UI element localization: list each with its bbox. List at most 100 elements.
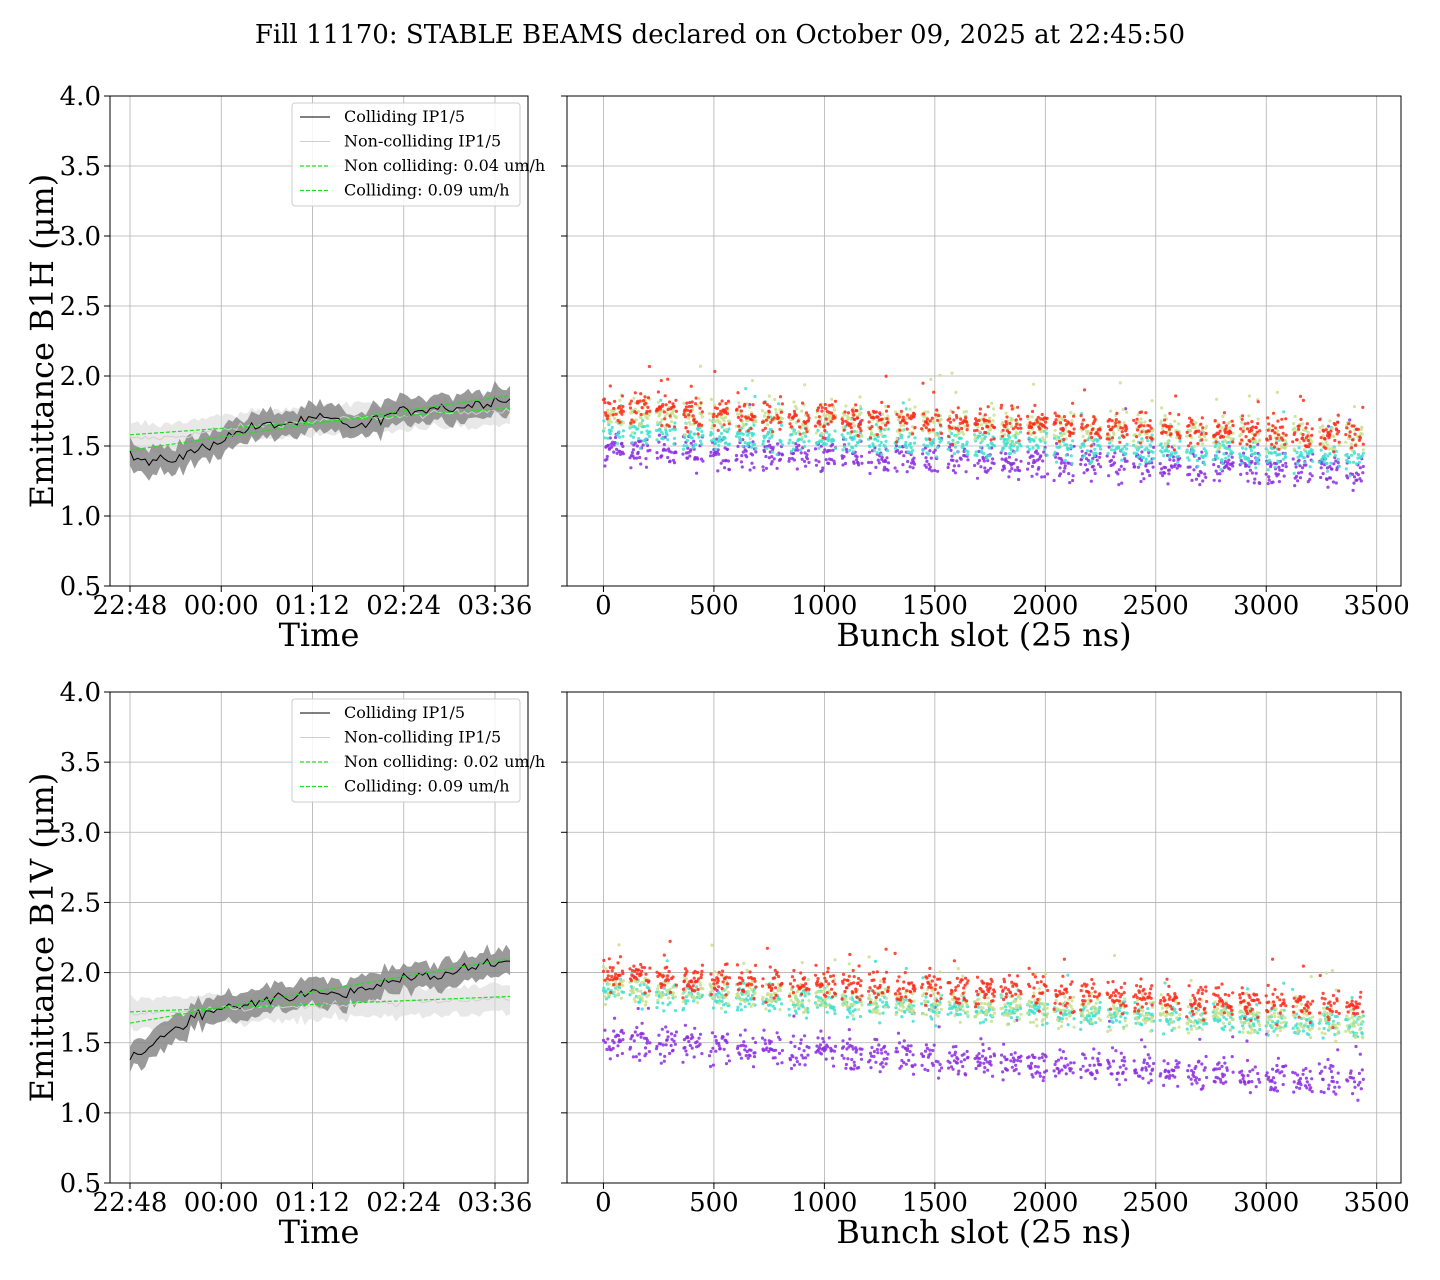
b1h-bunch-point (797, 430, 801, 434)
b1h-bunch-point (1358, 466, 1362, 470)
b1h-bunch-point (902, 423, 906, 427)
b1h-bunch-point (690, 436, 694, 440)
b1v-bunch-point (1221, 1028, 1225, 1032)
b1h-bunch-point (1112, 433, 1116, 437)
b1v-bunch-point (794, 994, 798, 998)
b1v-bunch-point (659, 1061, 663, 1065)
b1v-time-ytick-label: 1.5 (60, 1029, 101, 1059)
b1h-bunch-point (817, 460, 821, 464)
b1h-bunch-point (1057, 439, 1062, 443)
b1h-bunch-point (683, 433, 688, 437)
b1v-bunch-point (956, 1057, 960, 1061)
b1h-bunch-point (1278, 452, 1282, 456)
b1h-bunch-point (656, 400, 661, 404)
b1h-bunch-point (1217, 423, 1221, 427)
b1v-bunch-point (949, 1011, 953, 1015)
b1h-bunch-point (852, 437, 856, 441)
b1h-bunch-point (1069, 411, 1073, 415)
b1h-bunch-point (614, 412, 618, 416)
b1v-bunch-point (669, 1043, 673, 1048)
b1h-bunch-point (1072, 444, 1076, 448)
b1v-time-legend-label: Non-colliding IP1/5 (344, 728, 501, 747)
b1h-bunch-point (1318, 418, 1322, 422)
b1h-bunch-point (1297, 424, 1301, 428)
b1h-bunch-point (1300, 466, 1305, 470)
b1v-time-ytick-label: 3.0 (60, 818, 101, 848)
b1v-bunch-point (1357, 1071, 1361, 1075)
b1v-bunch-point (723, 1010, 728, 1014)
b1v-bunch-point (1145, 1061, 1149, 1066)
b1h-bunch-point (867, 413, 872, 417)
b1h-bunch-point (1099, 465, 1103, 469)
b1h-bunch-point (1106, 432, 1110, 436)
b1h-bunch-point (1278, 468, 1282, 472)
b1v-bunch-point (655, 1044, 659, 1048)
b1v-bunch-point (878, 1021, 882, 1025)
b1v-bunch-point (673, 1042, 678, 1046)
b1h-bunch-point (605, 457, 609, 461)
b1v-bunch-point (1224, 1080, 1228, 1084)
b1h-bunch-point (1114, 418, 1118, 422)
b1h-bunch-point (1070, 461, 1074, 466)
b1h-bunch-point (1293, 414, 1297, 418)
b1v-bunch-point (707, 1054, 712, 1058)
b1v-bunch-point (1352, 1080, 1357, 1084)
b1h-bunch-point (1284, 439, 1288, 443)
b1h-bunch-point (1137, 446, 1141, 450)
b1v-bunch-point (806, 1010, 810, 1014)
b1h-bunch-point (842, 428, 846, 432)
b1h-bunch-point (621, 434, 625, 439)
b1h-bunch-point (1360, 425, 1364, 429)
b1h-bunch-point (876, 439, 880, 443)
b1v-bunch-point (1173, 1075, 1177, 1079)
b1v-bunch-point (1176, 1084, 1180, 1088)
b1v-bunch-point (852, 1067, 856, 1071)
b1h-bunch-point (723, 415, 728, 419)
b1v-bunch-point (660, 1027, 664, 1031)
b1v-bunch-point (827, 1036, 831, 1040)
b1v-bunch-point (607, 982, 611, 986)
b1h-bunch-point (714, 452, 718, 457)
b1h-bunch-point (645, 424, 650, 428)
b1v-bunch-point (1331, 1080, 1335, 1084)
b1h-bunch-point (1142, 424, 1146, 428)
b1h-bunch-point (724, 427, 729, 431)
b1h-bunch-point (1117, 468, 1121, 472)
b1h-bunch-point (1273, 431, 1277, 435)
b1h-bunch-point (739, 438, 743, 442)
b1h-bunch-point (615, 447, 619, 451)
b1h-bunch-point (901, 415, 905, 419)
b1h-bunch-point (1244, 463, 1249, 467)
b1v-bunch-point (636, 989, 640, 993)
b1v-bunch-point (717, 1044, 721, 1048)
b1v-bunch-point (736, 1044, 740, 1048)
b1h-bunch-xtick-label: 3500 (1344, 591, 1410, 621)
b1h-bunch-point (1247, 394, 1251, 398)
b1h-bunch-point (664, 403, 668, 407)
b1h-bunch-point (779, 439, 783, 443)
b1v-bunch-point (1215, 1067, 1219, 1071)
b1h-bunch-point (1015, 440, 1019, 444)
b1v-bunch-point (1135, 1071, 1139, 1075)
b1h-bunch-point (603, 401, 607, 405)
b1h-bunch-point (1173, 419, 1177, 423)
b1h-bunch-point (726, 459, 731, 463)
b1h-bunch-point (1192, 444, 1197, 449)
b1h-bunch-point (1239, 427, 1243, 431)
b1h-bunch-point (983, 466, 987, 470)
b1h-bunch-point (1200, 450, 1204, 454)
b1h-bunch-point (913, 436, 917, 440)
b1h-bunch-point (672, 405, 676, 409)
b1h-bunch-point (1200, 438, 1204, 442)
b1h-bunch-point (1059, 461, 1063, 465)
b1h-bunch-point (858, 438, 862, 442)
b1h-bunch-point (989, 428, 993, 432)
b1v-bunch-point (727, 1059, 732, 1063)
b1h-bunch-point (639, 392, 643, 396)
b1h-bunch-point (1325, 469, 1330, 473)
b1v-bunch-point (665, 1038, 669, 1042)
b1h-bunch-point (1333, 447, 1337, 451)
b1h-bunch-point (833, 446, 838, 450)
b1h-bunch-point (953, 445, 958, 449)
b1h-bunch-point (668, 459, 672, 463)
